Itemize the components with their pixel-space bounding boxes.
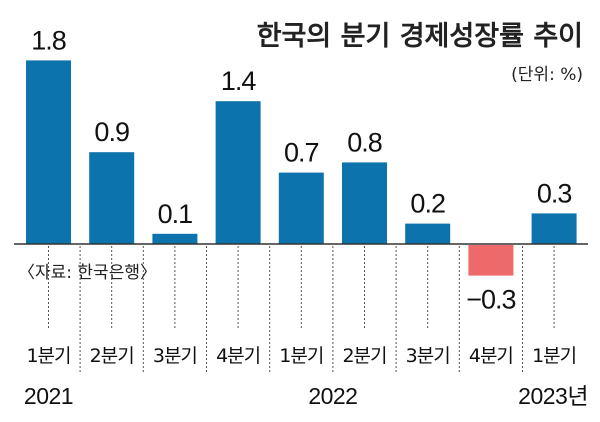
value-label-9: 0.3 bbox=[537, 178, 572, 208]
year-label-1: 2021 bbox=[24, 383, 73, 409]
bar-7 bbox=[405, 223, 451, 244]
source-label: 〈자료: 한국은행〉 bbox=[18, 263, 157, 283]
quarter-label-9: 1분기 bbox=[532, 345, 576, 367]
bar-6 bbox=[342, 162, 387, 244]
bars bbox=[26, 60, 577, 276]
value-label-8: −0.3 bbox=[466, 285, 515, 315]
year-label-2: 2022 bbox=[308, 383, 357, 409]
quarter-labels: 1분기 2분기 3분기 4분기 1분기 2분기 3분기 4분기 1분기 bbox=[26, 345, 577, 367]
quarter-label-5: 1분기 bbox=[279, 345, 323, 367]
value-labels: 1.8 0.9 0.1 1.4 0.7 0.8 0.2 −0.3 0.3 bbox=[31, 25, 572, 315]
quarter-label-1: 1분기 bbox=[26, 345, 70, 367]
quarter-label-2: 2분기 bbox=[90, 345, 134, 367]
category-separators bbox=[48, 246, 555, 372]
chart-title: 한국의 분기 경제성장률 추이 bbox=[257, 21, 583, 52]
bar-9 bbox=[531, 213, 577, 244]
bar-5 bbox=[278, 172, 324, 244]
quarter-label-6: 2분기 bbox=[342, 345, 386, 367]
value-label-7: 0.2 bbox=[410, 189, 445, 219]
quarter-label-3: 3분기 bbox=[153, 345, 197, 367]
value-label-3: 0.1 bbox=[158, 199, 193, 229]
value-label-5: 0.7 bbox=[284, 138, 319, 168]
unit-label: (단위: %) bbox=[511, 65, 583, 85]
year-label-3: 2023년 bbox=[518, 383, 588, 409]
value-label-4: 1.4 bbox=[221, 66, 257, 96]
quarter-label-7: 3분기 bbox=[406, 345, 450, 367]
bar-1 bbox=[26, 60, 71, 245]
quarter-label-4: 4분기 bbox=[216, 345, 260, 367]
value-label-1: 1.8 bbox=[31, 25, 66, 55]
value-label-6: 0.8 bbox=[347, 127, 382, 157]
year-labels: 2021 2022 2023년 bbox=[24, 383, 589, 409]
quarter-label-8: 4분기 bbox=[469, 345, 513, 367]
bar-8 bbox=[468, 245, 514, 276]
bar-2 bbox=[89, 152, 135, 244]
bar-3 bbox=[152, 233, 198, 244]
bar-4 bbox=[215, 101, 261, 244]
value-label-2: 0.9 bbox=[94, 117, 129, 147]
